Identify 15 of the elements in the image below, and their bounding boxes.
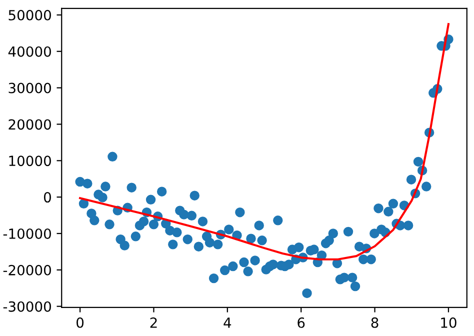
- y-tick-label: 30000: [8, 82, 51, 94]
- y-tick-label: 20000: [8, 119, 51, 130]
- y-tick-label: -10000: [3, 228, 51, 239]
- x-tick-label: 10: [441, 317, 456, 328]
- y-tick-label: -20000: [3, 264, 51, 276]
- x-tick-label: 2: [150, 317, 157, 328]
- y-tick-label: 10000: [9, 156, 51, 166]
- y-tick-label: 40000: [8, 46, 51, 57]
- x-tick-label: 0: [76, 317, 84, 328]
- y-tick-label: -30000: [3, 301, 51, 312]
- x-tick-label: 8: [371, 317, 378, 328]
- y-tick-label: 50000: [8, 10, 51, 20]
- x-tick-label: 6: [298, 317, 305, 328]
- y-tick-label: 0: [44, 192, 51, 203]
- x-tick-label: 4: [224, 318, 232, 328]
